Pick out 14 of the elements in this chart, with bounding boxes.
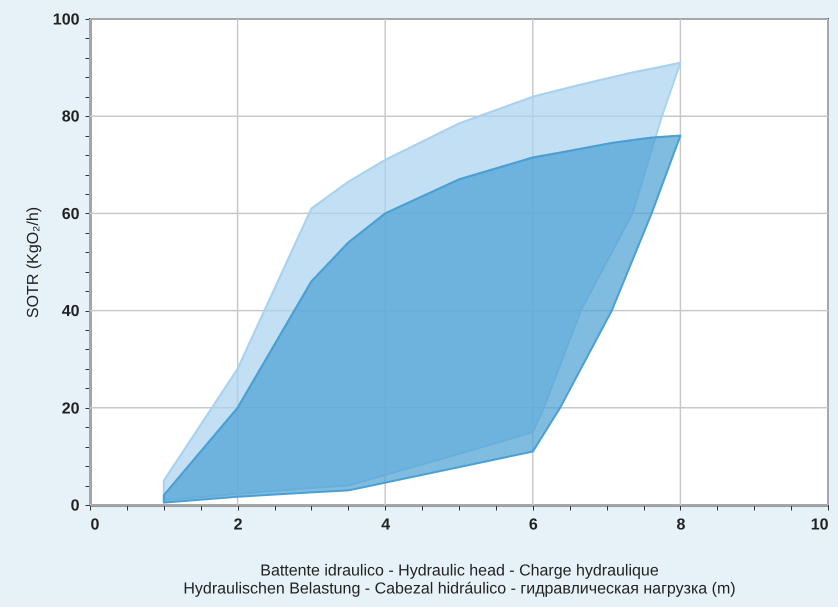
y-tick-label: 100 [52,12,80,28]
x-tick-label: 10 [810,516,829,534]
y-tick-label: 60 [62,206,80,223]
x-tick-label: 4 [381,516,390,534]
y-tick-label: 80 [62,108,80,126]
y-tick-label: 40 [62,303,80,320]
x-tick-label: 8 [676,516,686,534]
x-tick-label: 2 [234,516,243,534]
y-tick-label: 20 [62,400,80,418]
x-tick-label: 0 [90,516,100,534]
x-tick-label: 6 [528,516,538,534]
y-tick-label: 0 [70,498,80,514]
y-axis-title: SOTR (KgO₂/h) [24,206,42,318]
x-axis-title: Battente idraulico - Hydraulic head - Charge hydraulique Hydraulischen Belastung - Cabezal hidráulico - гидравлическая нагрузка (m) [183,562,736,598]
